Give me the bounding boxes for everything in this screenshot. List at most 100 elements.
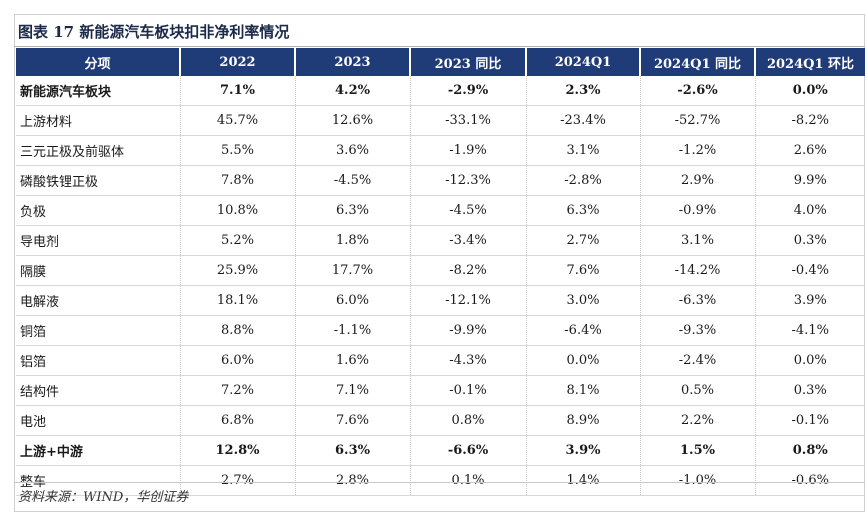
table-cell: -3.4% (410, 225, 527, 256)
row-label: 上游材料 (16, 105, 181, 136)
table-cell: 4.0% (755, 195, 865, 226)
table-cell: -6.6% (410, 435, 527, 466)
table-cell: 10.8% (180, 195, 296, 226)
table-row: 铝箔 6.0% 1.6% -4.3% 0.0% -2.4% 0.0% (16, 345, 865, 376)
table-cell: 4.2% (295, 76, 411, 106)
table-row: 铜箔 8.8% -1.1% -9.9% -6.4% -9.3% -4.1% (16, 315, 865, 346)
table-cell: -9.9% (410, 315, 527, 346)
table-row: 上游材料 45.7% 12.6% -33.1% -23.4% -52.7% -8.2% (16, 105, 865, 136)
table-cell: 1.4% (526, 465, 641, 496)
table-cell: 0.0% (755, 76, 865, 106)
table-cell: 0.3% (755, 375, 865, 406)
table-cell: -8.2% (410, 255, 527, 286)
table-cell: -23.4% (526, 105, 641, 136)
table-cell: 2.3% (526, 76, 641, 106)
table-cell: 6.3% (295, 195, 411, 226)
table-cell: 0.8% (410, 405, 527, 436)
table-cell: -12.1% (410, 285, 527, 316)
table-cell: 7.6% (295, 405, 411, 436)
table-cell: 2.7% (180, 465, 296, 496)
table-cell: 8.9% (526, 405, 641, 436)
table-cell: 0.0% (755, 345, 865, 376)
table-cell: 12.6% (295, 105, 411, 136)
table-cell: 7.8% (180, 165, 296, 196)
column-header-category: 分项 (16, 48, 181, 76)
table-cell: 2.7% (526, 225, 641, 256)
table-cell: -4.3% (410, 345, 527, 376)
table-cell: 2.6% (755, 135, 865, 166)
table-cell: -1.0% (640, 465, 756, 496)
table-cell: -6.3% (640, 285, 756, 316)
source-divider (14, 482, 865, 483)
row-label: 三元正极及前驱体 (16, 135, 181, 166)
table-cell: 3.1% (526, 135, 641, 166)
table-cell: -0.4% (755, 255, 865, 286)
table-cell: 18.1% (180, 285, 296, 316)
table-cell: 3.0% (526, 285, 641, 316)
table-cell: -2.8% (526, 165, 641, 196)
table-cell: -9.3% (640, 315, 756, 346)
table-cell: 0.8% (755, 435, 865, 466)
table-row: 结构件 7.2% 7.1% -0.1% 8.1% 0.5% 0.3% (16, 375, 865, 406)
table-cell: 0.0% (526, 345, 641, 376)
table-cell: 8.1% (526, 375, 641, 406)
table-cell: 2.8% (295, 465, 411, 496)
table-cell: -6.4% (526, 315, 641, 346)
row-label: 铝箔 (16, 345, 181, 376)
row-label: 导电剂 (16, 225, 181, 256)
row-label: 上游+中游 (16, 435, 181, 466)
table-cell: 5.5% (180, 135, 296, 166)
table-row: 电池 6.8% 7.6% 0.8% 8.9% 2.2% -0.1% (16, 405, 865, 436)
table-cell: 0.1% (410, 465, 527, 496)
table-cell: -0.6% (755, 465, 865, 496)
column-header-2023-yoy: 2023 同比 (410, 48, 527, 76)
table-cell: 8.8% (180, 315, 296, 346)
table-row: 整车 2.7% 2.8% 0.1% 1.4% -1.0% -0.6% (16, 465, 865, 496)
table-row: 磷酸铁锂正极 7.8% -4.5% -12.3% -2.8% 2.9% 9.9% (16, 165, 865, 196)
table-cell: -1.1% (295, 315, 411, 346)
table-row: 隔膜 25.9% 17.7% -8.2% 7.6% -14.2% -0.4% (16, 255, 865, 286)
column-header-2023: 2023 (295, 48, 411, 76)
table-cell: 3.9% (755, 285, 865, 316)
table-cell: -14.2% (640, 255, 756, 286)
table-cell: -2.4% (640, 345, 756, 376)
table-cell: -12.3% (410, 165, 527, 196)
table-cell: 1.8% (295, 225, 411, 256)
table-row: 电解液 18.1% 6.0% -12.1% 3.0% -6.3% 3.9% (16, 285, 865, 316)
row-label: 电池 (16, 405, 181, 436)
table-cell: 6.3% (526, 195, 641, 226)
table-cell: -2.6% (640, 76, 756, 106)
row-label: 负极 (16, 195, 181, 226)
table-cell: 6.8% (180, 405, 296, 436)
table-row: 导电剂 5.2% 1.8% -3.4% 2.7% 3.1% 0.3% (16, 225, 865, 256)
table-body: 新能源汽车板块 7.1% 4.2% -2.9% 2.3% -2.6% 0.0% 上游材料 45.… (16, 76, 865, 496)
table-cell: 9.9% (755, 165, 865, 196)
table-cell: 6.0% (180, 345, 296, 376)
table-cell: 7.2% (180, 375, 296, 406)
table-cell: 7.6% (526, 255, 641, 286)
table-cell: 1.6% (295, 345, 411, 376)
table-cell: 1.5% (640, 435, 756, 466)
table-cell: 3.9% (526, 435, 641, 466)
source-note: 资料来源：WIND，华创证券 (18, 490, 189, 505)
row-label: 磷酸铁锂正极 (16, 165, 181, 196)
table-row: 负极 10.8% 6.3% -4.5% 6.3% -0.9% 4.0% (16, 195, 865, 226)
table-cell: -0.1% (410, 375, 527, 406)
table-cell: -4.5% (410, 195, 527, 226)
table-cell: -0.9% (640, 195, 756, 226)
table-cell: -0.1% (755, 405, 865, 436)
table-cell: 17.7% (295, 255, 411, 286)
table-cell: 0.5% (640, 375, 756, 406)
table-cell: 25.9% (180, 255, 296, 286)
table-cell: 2.9% (640, 165, 756, 196)
table-row: 新能源汽车板块 7.1% 4.2% -2.9% 2.3% -2.6% 0.0% (16, 76, 865, 106)
row-label: 新能源汽车板块 (16, 76, 181, 106)
table-cell: 3.6% (295, 135, 411, 166)
row-label: 结构件 (16, 375, 181, 406)
table-cell: 6.3% (295, 435, 411, 466)
table-cell: -4.5% (295, 165, 411, 196)
table-header-row: 分项 2022 2023 2023 同比 2024Q1 2024Q1 同比 20… (16, 48, 865, 76)
table-cell: 45.7% (180, 105, 296, 136)
row-label: 电解液 (16, 285, 181, 316)
title-divider (14, 46, 865, 47)
